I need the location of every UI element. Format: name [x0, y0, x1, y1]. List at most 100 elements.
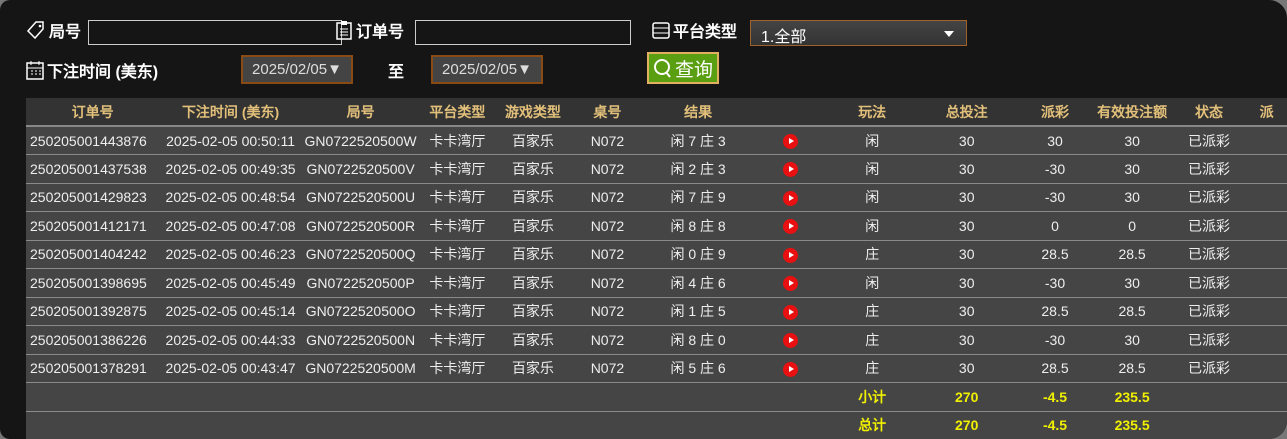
date-to-picker[interactable]: 2025/02/05▼: [431, 55, 543, 84]
cell-play: 闲: [828, 154, 916, 184]
cell-platform: 卡卡湾厅: [419, 240, 496, 269]
round-label: 局号: [26, 18, 81, 42]
table-row[interactable]: 250205001429823 2025-02-05 00:48:54 GN0722…: [26, 183, 1287, 212]
play-video-icon[interactable]: [782, 361, 798, 377]
cell-time: 2025-02-05 00:46:23: [159, 240, 302, 269]
to-label: 至: [388, 64, 405, 81]
cell-status: 已派彩: [1171, 154, 1247, 184]
subtotal-row: 小计 270 -4.5 235.5: [26, 382, 1287, 412]
cell-video[interactable]: [751, 354, 829, 383]
total-empty: [1171, 411, 1247, 439]
header-valid: 有效投注额: [1092, 98, 1172, 127]
subtotal-payout: -4.5: [1017, 382, 1093, 412]
cell-order: 250205001437538: [26, 154, 160, 184]
cell-video[interactable]: [751, 154, 829, 184]
cell-platform: 卡卡湾厅: [419, 297, 496, 326]
header-table: 桌号: [570, 98, 645, 127]
cell-table: N072: [570, 268, 645, 298]
order-input[interactable]: [415, 20, 631, 45]
round-input[interactable]: [88, 20, 342, 45]
cell-table: N072: [570, 183, 645, 212]
play-video-icon[interactable]: [782, 333, 798, 349]
cell-result: 闲 7 庄 3: [644, 126, 752, 155]
cell-status: 已派彩: [1171, 240, 1247, 269]
cell-table: N072: [570, 354, 645, 383]
query-button[interactable]: 查询: [647, 52, 719, 84]
total-row: 总计 270 -4.5 235.5: [26, 411, 1287, 439]
table-row[interactable]: 250205001412171 2025-02-05 00:47:08 GN0722…: [26, 211, 1287, 241]
cell-table: N072: [570, 126, 645, 155]
header-platform: 平台类型: [419, 98, 496, 127]
platform-select-value: 1.全部: [761, 29, 807, 46]
cell-result: 闲 2 庄 3: [644, 154, 752, 184]
play-video-icon[interactable]: [782, 276, 798, 292]
cell-payout: -30: [1017, 183, 1093, 212]
cell-play: 庄: [828, 354, 916, 383]
header-video: [751, 98, 829, 127]
total-empty: [1246, 411, 1287, 439]
header-round: 局号: [301, 98, 420, 127]
total-valid: 235.5: [1092, 411, 1172, 439]
cell-extra: [1246, 297, 1287, 326]
table-row[interactable]: 250205001437538 2025-02-05 00:49:35 GN0722…: [26, 154, 1287, 184]
cell-video[interactable]: [751, 325, 829, 355]
play-video-icon[interactable]: [782, 190, 798, 206]
cell-round: GN0722520500Q: [301, 240, 420, 269]
cell-round: GN0722520500O: [301, 297, 420, 326]
cell-video[interactable]: [751, 297, 829, 326]
table-row[interactable]: 250205001386226 2025-02-05 00:44:33 GN0722…: [26, 325, 1287, 355]
cell-bet: 30: [915, 240, 1018, 269]
play-video-icon[interactable]: [782, 247, 798, 263]
cell-order: 250205001404242: [26, 240, 160, 269]
cell-game: 百家乐: [495, 211, 571, 241]
cell-platform: 卡卡湾厅: [419, 154, 496, 184]
cell-status: 已派彩: [1171, 297, 1247, 326]
cell-video[interactable]: [751, 183, 829, 212]
table-row[interactable]: 250205001443876 2025-02-05 00:50:11 GN0722…: [26, 126, 1287, 155]
cell-time: 2025-02-05 00:48:54: [159, 183, 302, 212]
cell-video[interactable]: [751, 268, 829, 298]
cell-order: 250205001443876: [26, 126, 160, 155]
cell-valid: 28.5: [1092, 297, 1172, 326]
cell-platform: 卡卡湾厅: [419, 354, 496, 383]
table-row[interactable]: 250205001404242 2025-02-05 00:46:23 GN0722…: [26, 240, 1287, 269]
platform-select[interactable]: 1.全部: [750, 20, 967, 46]
cell-platform: 卡卡湾厅: [419, 211, 496, 241]
play-video-icon[interactable]: [782, 162, 798, 178]
date-from-picker[interactable]: 2025/02/05▼: [241, 55, 353, 84]
cell-valid: 28.5: [1092, 240, 1172, 269]
cell-status: 已派彩: [1171, 211, 1247, 241]
cell-game: 百家乐: [495, 268, 571, 298]
platform-label-text: 平台类型: [673, 24, 738, 41]
cell-play: 庄: [828, 240, 916, 269]
play-video-icon[interactable]: [782, 219, 798, 235]
cell-bet: 30: [915, 297, 1018, 326]
cell-status: 已派彩: [1171, 325, 1247, 355]
cell-round: GN0722520500V: [301, 154, 420, 184]
play-video-icon[interactable]: [782, 304, 798, 320]
chevron-down-icon: [944, 31, 954, 37]
cell-payout: -30: [1017, 154, 1093, 184]
cell-payout: -30: [1017, 268, 1093, 298]
cell-video[interactable]: [751, 126, 829, 155]
cell-game: 百家乐: [495, 325, 571, 355]
play-video-icon[interactable]: [782, 133, 798, 149]
time-label: 下注时间 (美东): [26, 58, 158, 82]
cell-extra: [1246, 211, 1287, 241]
cell-round: GN0722520500W: [301, 126, 420, 155]
cell-round: GN0722520500R: [301, 211, 420, 241]
total-label: 总计: [828, 411, 916, 439]
platform-label: 平台类型: [652, 18, 737, 42]
cell-payout: 28.5: [1017, 240, 1093, 269]
table-row[interactable]: 250205001398695 2025-02-05 00:45:49 GN0722…: [26, 268, 1287, 298]
cell-time: 2025-02-05 00:44:33: [159, 325, 302, 355]
table-row[interactable]: 250205001392875 2025-02-05 00:45:14 GN0722…: [26, 297, 1287, 326]
table-row[interactable]: 250205001378291 2025-02-05 00:43:47 GN0722…: [26, 354, 1287, 383]
cell-video[interactable]: [751, 240, 829, 269]
cell-video[interactable]: [751, 211, 829, 241]
order-label-text: 订单号: [356, 24, 405, 41]
subtotal-bet: 270: [915, 382, 1018, 412]
cell-platform: 卡卡湾厅: [419, 183, 496, 212]
calendar-icon: [26, 61, 44, 80]
